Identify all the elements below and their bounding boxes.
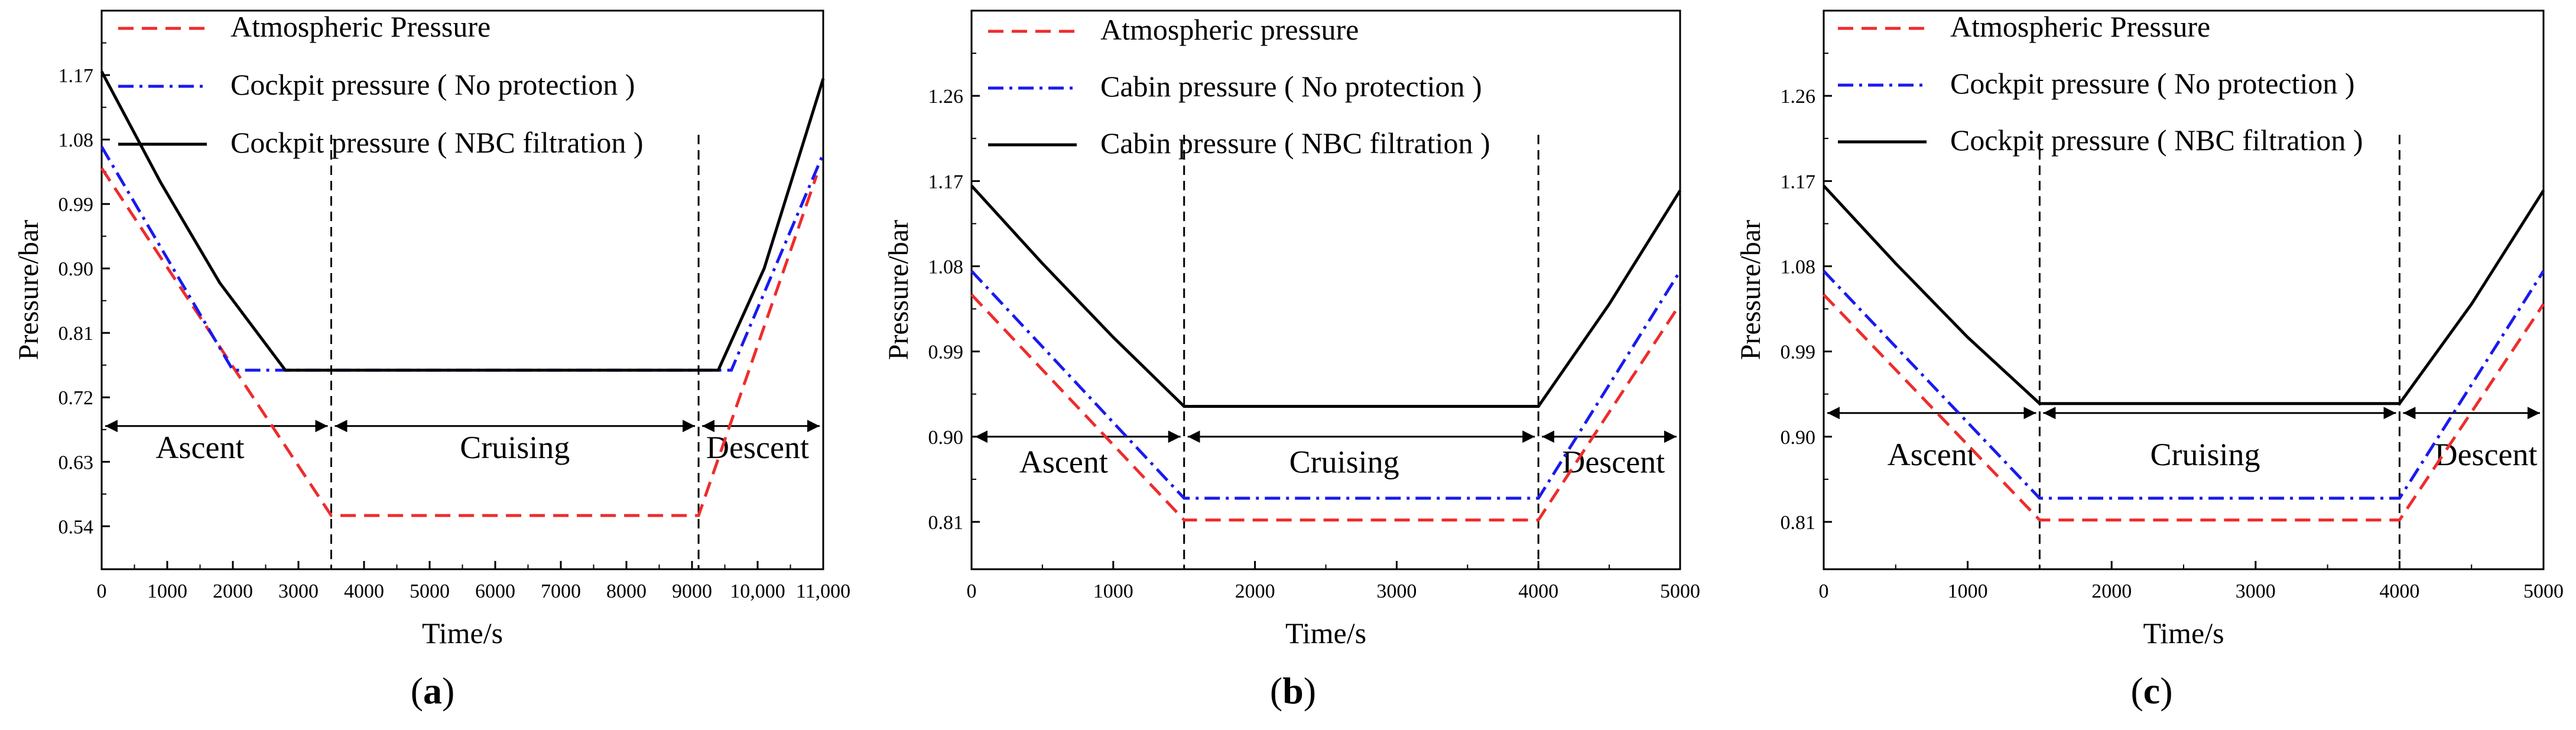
phase-label: Cruising — [460, 430, 570, 465]
panel-label-open: ( — [2130, 670, 2143, 712]
x-tick-label: 1000 — [1948, 580, 1988, 602]
x-tick-label: 2000 — [1235, 580, 1275, 602]
x-tick-label: 4000 — [2379, 580, 2419, 602]
x-axis-title: Time/s — [1285, 617, 1366, 650]
phase-label: Descent — [1562, 445, 1665, 480]
x-tick-label: 5000 — [410, 580, 450, 602]
panel-label-close: ) — [2160, 670, 2172, 712]
phase-label: Ascent — [1019, 445, 1108, 480]
x-tick-label: 2000 — [213, 580, 253, 602]
x-tick-label: 0 — [1819, 580, 1829, 602]
x-tick-label: 3000 — [1376, 580, 1417, 602]
y-tick-label: 0.54 — [59, 516, 94, 538]
x-tick-label: 0 — [97, 580, 107, 602]
legend-label: Atmospheric Pressure — [1950, 10, 2210, 43]
x-tick-label: 4000 — [1518, 580, 1558, 602]
y-tick-label: 0.99 — [59, 194, 94, 216]
x-tick-label: 3000 — [2236, 580, 2276, 602]
y-tick-label: 0.72 — [59, 387, 94, 409]
panel-label-letter: c — [2143, 670, 2160, 712]
panel-label-letter: b — [1282, 670, 1304, 712]
series-line-atmospheric — [970, 293, 1682, 522]
y-tick-label: 1.17 — [1781, 171, 1816, 193]
panel-label: (c) — [2130, 670, 2172, 712]
legend-label: Cockpit pressure ( NBC filtration ) — [230, 126, 644, 159]
legend-label: Cockpit pressure ( NBC filtration ) — [1950, 124, 2363, 157]
x-tick-label: 5000 — [2523, 580, 2564, 602]
legend-label: Cabin pressure ( No protection ) — [1100, 70, 1482, 103]
panel-label-letter: a — [423, 670, 442, 712]
series-line-no_protection — [970, 270, 1682, 500]
x-axis-title: Time/s — [2143, 617, 2224, 650]
y-axis-title: Pressure/bar — [883, 220, 914, 360]
legend-label: Atmospheric Pressure — [230, 10, 490, 43]
x-tick-label: 7000 — [541, 580, 581, 602]
y-tick-label: 1.26 — [928, 86, 964, 108]
x-tick-label: 5000 — [1660, 580, 1700, 602]
x-tick-label: 11,000 — [796, 580, 850, 602]
y-tick-label: 0.90 — [928, 427, 964, 449]
y-tick-label: 0.81 — [1781, 512, 1816, 534]
y-tick-label: 0.99 — [1781, 342, 1816, 364]
series-line-no_protection — [1823, 270, 2545, 500]
legend-label: Cabin pressure ( NBC filtration ) — [1100, 126, 1490, 160]
y-tick-label: 0.90 — [1781, 427, 1816, 449]
x-axis-title: Time/s — [422, 617, 503, 650]
series-line-nbc — [1823, 184, 2545, 405]
series-line-nbc — [970, 184, 1682, 408]
phase-label: Cruising — [2151, 437, 2260, 472]
x-tick-label: 0 — [967, 580, 977, 602]
y-axis-title: Pressure/bar — [13, 220, 44, 360]
panel-label-close: ) — [1304, 670, 1316, 712]
x-tick-label: 10,000 — [730, 580, 785, 602]
phase-label: Ascent — [1888, 437, 1976, 472]
panel-label-close: ) — [442, 670, 454, 712]
y-tick-label: 0.81 — [59, 323, 94, 345]
phase-label: Cruising — [1289, 445, 1399, 480]
series-line-atmospheric — [100, 167, 818, 517]
y-tick-label: 0.63 — [59, 452, 94, 473]
legend-label: Atmospheric pressure — [1100, 13, 1359, 46]
phase-label: Ascent — [156, 430, 245, 465]
x-tick-label: 4000 — [344, 580, 384, 602]
panel-label-open: ( — [1270, 670, 1282, 712]
y-tick-label: 0.90 — [59, 258, 94, 280]
y-tick-label: 1.17 — [928, 171, 964, 193]
chart-panel-a: 0 1000 2000 3000 4000 5000 6000 7000 8000 9000 10,… — [13, 9, 850, 712]
series-line-nbc — [100, 70, 825, 372]
panel-label: (b) — [1270, 670, 1316, 712]
chart-panel-c: 0 1000 2000 3000 4000 5000 0.81 0.90 0.99 1.08 1.1… — [1735, 9, 2564, 712]
y-tick-label: 1.17 — [59, 65, 94, 87]
y-tick-label: 1.08 — [1781, 256, 1816, 278]
panel-label-open: ( — [411, 670, 423, 712]
y-tick-label: 0.99 — [928, 342, 964, 364]
x-tick-label: 1000 — [147, 580, 187, 602]
x-tick-label: 3000 — [278, 580, 319, 602]
x-tick-label: 8000 — [606, 580, 647, 602]
y-tick-label: 0.81 — [928, 512, 964, 534]
y-tick-label: 1.08 — [928, 256, 964, 278]
panel-label: (a) — [411, 670, 455, 712]
x-tick-label: 1000 — [1093, 580, 1133, 602]
x-tick-label: 9000 — [672, 580, 712, 602]
y-tick-label: 1.26 — [1781, 86, 1816, 108]
y-axis-title: Pressure/bar — [1735, 220, 1766, 360]
legend-label: Cockpit pressure ( No protection ) — [1950, 67, 2355, 100]
x-tick-label: 6000 — [475, 580, 515, 602]
y-tick-label: 1.08 — [59, 129, 94, 151]
series-line-atmospheric — [1823, 293, 2545, 522]
x-tick-label: 2000 — [2091, 580, 2132, 602]
series-line-no_protection — [100, 145, 825, 372]
chart-panel-b: 0 1000 2000 3000 4000 5000 0.81 0.90 0.99 1.08 1.1… — [883, 9, 1700, 712]
legend-label: Cockpit pressure ( No protection ) — [230, 68, 635, 101]
